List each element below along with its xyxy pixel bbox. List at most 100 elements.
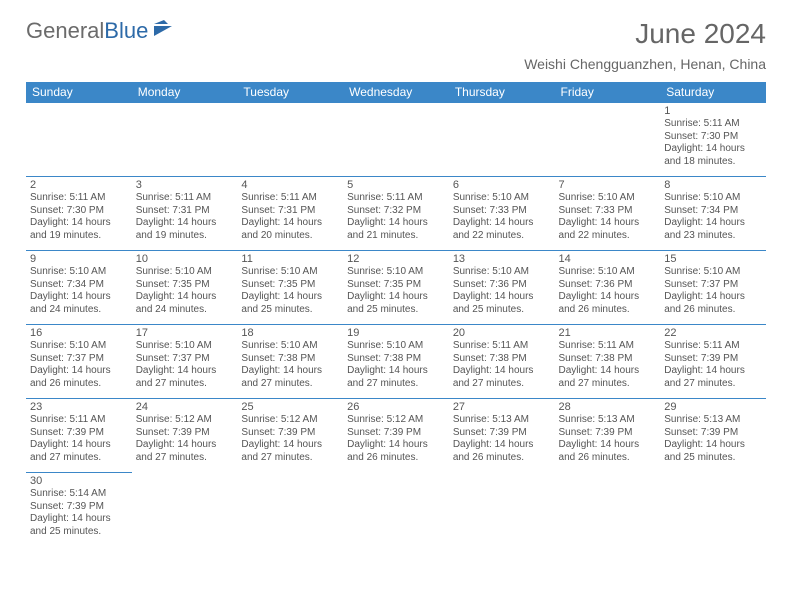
sunrise-line: Sunrise: 5:10 AM [30, 266, 128, 279]
daylight-line: and 25 minutes. [453, 304, 551, 317]
logo-word2: Blue [104, 18, 148, 43]
sunrise-line: Sunrise: 5:10 AM [664, 192, 762, 205]
daylight-line: and 22 minutes. [559, 230, 657, 243]
day-number: 13 [453, 253, 551, 265]
calendar-cell: 16Sunrise: 5:10 AMSunset: 7:37 PMDayligh… [26, 325, 132, 399]
calendar-table: Sunday Monday Tuesday Wednesday Thursday… [26, 82, 766, 547]
calendar-cell: 11Sunrise: 5:10 AMSunset: 7:35 PMDayligh… [237, 251, 343, 325]
daylight-line: Daylight: 14 hours [241, 439, 339, 452]
daylight-line: Daylight: 14 hours [453, 291, 551, 304]
daylight-line: and 27 minutes. [136, 378, 234, 391]
daylight-line: Daylight: 14 hours [453, 365, 551, 378]
calendar-cell: 18Sunrise: 5:10 AMSunset: 7:38 PMDayligh… [237, 325, 343, 399]
calendar-row: 2Sunrise: 5:11 AMSunset: 7:30 PMDaylight… [26, 177, 766, 251]
daylight-line: Daylight: 14 hours [136, 291, 234, 304]
sunset-line: Sunset: 7:31 PM [241, 205, 339, 218]
calendar-cell [237, 473, 343, 547]
header-friday: Friday [555, 82, 661, 103]
logo-text: GeneralBlue [26, 18, 148, 44]
sunset-line: Sunset: 7:39 PM [30, 501, 128, 514]
daylight-line: and 19 minutes. [30, 230, 128, 243]
daylight-line: Daylight: 14 hours [559, 439, 657, 452]
daylight-line: and 27 minutes. [664, 378, 762, 391]
daylight-line: and 27 minutes. [347, 378, 445, 391]
daylight-line: and 19 minutes. [136, 230, 234, 243]
daylight-line: and 27 minutes. [136, 452, 234, 465]
sunset-line: Sunset: 7:36 PM [559, 279, 657, 292]
sunrise-line: Sunrise: 5:10 AM [241, 340, 339, 353]
daylight-line: Daylight: 14 hours [136, 217, 234, 230]
sunset-line: Sunset: 7:33 PM [453, 205, 551, 218]
calendar-cell: 7Sunrise: 5:10 AMSunset: 7:33 PMDaylight… [555, 177, 661, 251]
logo-word1: General [26, 18, 104, 43]
daylight-line: and 20 minutes. [241, 230, 339, 243]
sunrise-line: Sunrise: 5:10 AM [347, 340, 445, 353]
daylight-line: Daylight: 14 hours [453, 217, 551, 230]
daylight-line: Daylight: 14 hours [453, 439, 551, 452]
calendar-cell [555, 473, 661, 547]
header-tuesday: Tuesday [237, 82, 343, 103]
daylight-line: and 27 minutes. [453, 378, 551, 391]
header-wednesday: Wednesday [343, 82, 449, 103]
sunrise-line: Sunrise: 5:11 AM [453, 340, 551, 353]
calendar-cell: 24Sunrise: 5:12 AMSunset: 7:39 PMDayligh… [132, 399, 238, 473]
sunset-line: Sunset: 7:39 PM [136, 427, 234, 440]
day-number: 16 [30, 327, 128, 339]
sunrise-line: Sunrise: 5:13 AM [664, 414, 762, 427]
calendar-cell: 20Sunrise: 5:11 AMSunset: 7:38 PMDayligh… [449, 325, 555, 399]
daylight-line: Daylight: 14 hours [241, 291, 339, 304]
daylight-line: and 25 minutes. [241, 304, 339, 317]
logo-flag-icon [154, 20, 178, 43]
sunset-line: Sunset: 7:34 PM [30, 279, 128, 292]
calendar-cell: 26Sunrise: 5:12 AMSunset: 7:39 PMDayligh… [343, 399, 449, 473]
sunrise-line: Sunrise: 5:10 AM [453, 192, 551, 205]
daylight-line: and 18 minutes. [664, 156, 762, 169]
calendar-cell: 3Sunrise: 5:11 AMSunset: 7:31 PMDaylight… [132, 177, 238, 251]
sunrise-line: Sunrise: 5:11 AM [347, 192, 445, 205]
sunrise-line: Sunrise: 5:14 AM [30, 488, 128, 501]
calendar-cell: 5Sunrise: 5:11 AMSunset: 7:32 PMDaylight… [343, 177, 449, 251]
sunrise-line: Sunrise: 5:10 AM [136, 266, 234, 279]
sunset-line: Sunset: 7:39 PM [664, 353, 762, 366]
calendar-cell: 27Sunrise: 5:13 AMSunset: 7:39 PMDayligh… [449, 399, 555, 473]
sunrise-line: Sunrise: 5:10 AM [136, 340, 234, 353]
daylight-line: Daylight: 14 hours [241, 365, 339, 378]
daylight-line: Daylight: 14 hours [347, 291, 445, 304]
daylight-line: Daylight: 14 hours [347, 365, 445, 378]
day-number: 7 [559, 179, 657, 191]
calendar-cell: 21Sunrise: 5:11 AMSunset: 7:38 PMDayligh… [555, 325, 661, 399]
sunrise-line: Sunrise: 5:11 AM [30, 192, 128, 205]
calendar-row: 30Sunrise: 5:14 AMSunset: 7:39 PMDayligh… [26, 473, 766, 547]
calendar-cell: 23Sunrise: 5:11 AMSunset: 7:39 PMDayligh… [26, 399, 132, 473]
day-number: 8 [664, 179, 762, 191]
day-number: 17 [136, 327, 234, 339]
daylight-line: Daylight: 14 hours [241, 217, 339, 230]
day-number: 15 [664, 253, 762, 265]
day-number: 26 [347, 401, 445, 413]
calendar-row: 9Sunrise: 5:10 AMSunset: 7:34 PMDaylight… [26, 251, 766, 325]
sunrise-line: Sunrise: 5:11 AM [559, 340, 657, 353]
calendar-cell: 17Sunrise: 5:10 AMSunset: 7:37 PMDayligh… [132, 325, 238, 399]
sunrise-line: Sunrise: 5:10 AM [347, 266, 445, 279]
sunrise-line: Sunrise: 5:12 AM [347, 414, 445, 427]
sunrise-line: Sunrise: 5:10 AM [241, 266, 339, 279]
daylight-line: and 25 minutes. [347, 304, 445, 317]
day-number: 29 [664, 401, 762, 413]
calendar-cell: 4Sunrise: 5:11 AMSunset: 7:31 PMDaylight… [237, 177, 343, 251]
sunrise-line: Sunrise: 5:10 AM [559, 266, 657, 279]
calendar-row: 1Sunrise: 5:11 AMSunset: 7:30 PMDaylight… [26, 103, 766, 177]
sunrise-line: Sunrise: 5:13 AM [559, 414, 657, 427]
daylight-line: and 21 minutes. [347, 230, 445, 243]
day-number: 22 [664, 327, 762, 339]
calendar-cell: 12Sunrise: 5:10 AMSunset: 7:35 PMDayligh… [343, 251, 449, 325]
daylight-line: and 24 minutes. [30, 304, 128, 317]
header-sunday: Sunday [26, 82, 132, 103]
calendar-cell: 22Sunrise: 5:11 AMSunset: 7:39 PMDayligh… [660, 325, 766, 399]
calendar-body: 1Sunrise: 5:11 AMSunset: 7:30 PMDaylight… [26, 103, 766, 547]
day-number: 21 [559, 327, 657, 339]
daylight-line: Daylight: 14 hours [30, 439, 128, 452]
day-number: 20 [453, 327, 551, 339]
calendar-cell: 15Sunrise: 5:10 AMSunset: 7:37 PMDayligh… [660, 251, 766, 325]
daylight-line: Daylight: 14 hours [664, 365, 762, 378]
sunrise-line: Sunrise: 5:11 AM [30, 414, 128, 427]
